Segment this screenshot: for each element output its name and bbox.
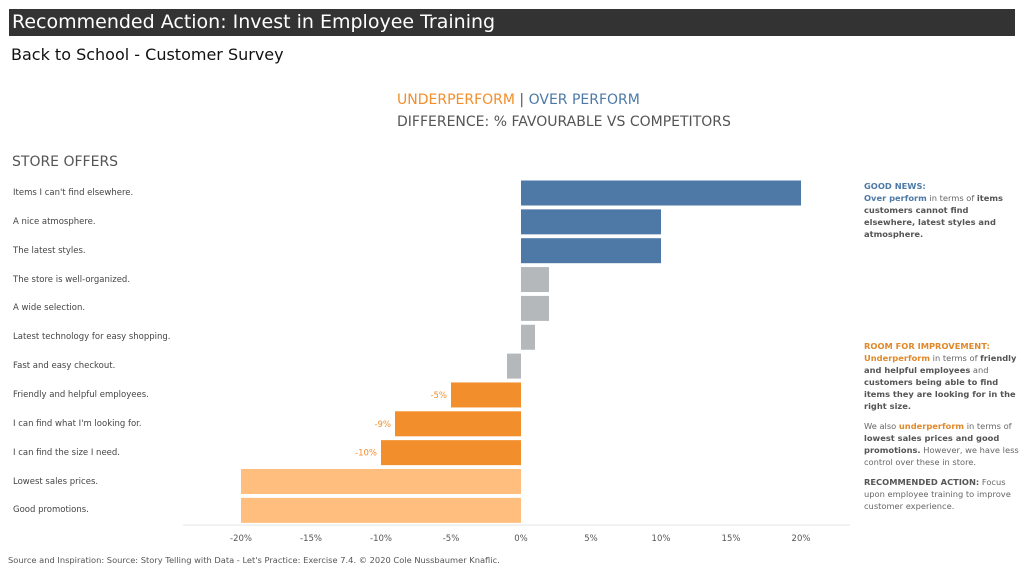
- note-improvement-bold2: customers being able to find items they …: [864, 377, 1016, 411]
- source-footer: Source and Inspiration: Source: Story Te…: [8, 555, 500, 565]
- note-also-text3: However, we have less control over these…: [864, 445, 1019, 467]
- x-tick-label-4: 0%: [514, 534, 528, 544]
- bar-6: [507, 353, 521, 379]
- note-also-highlight: underperform: [898, 421, 965, 431]
- category-label-9: I can find the size I need.: [13, 447, 121, 458]
- note-improvement-heading: ROOM FOR IMPROVEMENT:: [864, 341, 990, 351]
- bar-11: [241, 497, 521, 523]
- note-good-news: GOOD NEWS: Over perform in terms of item…: [864, 180, 1020, 240]
- note-improvement-bold1: friendly and helpful employees: [864, 353, 1017, 375]
- bar-5: [521, 324, 535, 350]
- bar-4: [521, 295, 549, 321]
- bar-3: [521, 267, 549, 293]
- bar-0: [521, 180, 801, 206]
- x-tick-label-7: 15%: [722, 534, 741, 544]
- x-tick-label-5: 5%: [584, 534, 598, 544]
- color-legend: UNDERPERFORM | OVER PERFORM: [397, 92, 640, 108]
- x-tick-label-8: 20%: [792, 534, 811, 544]
- note-improvement-text2: and: [970, 365, 989, 375]
- chart-description: DIFFERENCE: % FAVOURABLE VS COMPETITORS: [397, 114, 731, 130]
- legend-overperform: OVER PERFORM: [528, 92, 640, 108]
- x-tick-label-1: -15%: [300, 534, 322, 544]
- page-subtitle: Back to School - Customer Survey: [11, 45, 284, 64]
- x-tick-label-3: -5%: [443, 534, 460, 544]
- category-label-6: Fast and easy checkout.: [13, 361, 116, 372]
- note-good-news-heading: GOOD NEWS:: [864, 181, 926, 191]
- data-label-8: -9%: [374, 420, 391, 430]
- note-good-news-text: in terms of: [926, 193, 977, 203]
- category-label-11: Good promotions.: [13, 505, 89, 516]
- category-label-2: The latest styles.: [13, 245, 86, 256]
- category-label-3: The store is well-organized.: [13, 274, 131, 285]
- note-also-text2: in terms of: [964, 421, 1012, 431]
- category-label-5: Latest technology for easy shopping.: [13, 332, 171, 343]
- data-label-7: -5%: [430, 391, 447, 401]
- note-action-text: Focus upon employee training to improve …: [864, 477, 1011, 511]
- bar-10: [241, 469, 521, 494]
- note-also-bold: lowest sales prices and good promotions.: [864, 433, 1000, 455]
- bar-9: [381, 440, 521, 466]
- note-action-heading: RECOMMENDED ACTION:: [864, 477, 980, 487]
- category-label-0: Items I can't find elsewhere.: [13, 188, 134, 198]
- category-label-7: Friendly and helpful employees.: [13, 389, 149, 400]
- bar-7: [451, 382, 521, 408]
- x-tick-label-6: 10%: [652, 534, 671, 544]
- category-label-1: A nice atmosphere.: [13, 216, 96, 227]
- category-label-8: I can find what I'm looking for.: [13, 418, 142, 429]
- bar-8: [395, 411, 521, 437]
- category-label-4: A wide selection.: [13, 303, 86, 314]
- note-improvement-text1: in terms of: [930, 353, 981, 363]
- note-also-text1: We also: [864, 421, 899, 431]
- note-good-news-bold: items customers cannot find elsewhere, l…: [864, 193, 1003, 239]
- note-good-news-highlight: Over perform: [864, 193, 927, 203]
- x-tick-label-0: -20%: [230, 534, 252, 544]
- note-improvement: ROOM FOR IMPROVEMENT: Underperform in te…: [864, 340, 1020, 520]
- bar-2: [521, 238, 661, 264]
- note-improvement-highlight: Underperform: [864, 353, 931, 363]
- section-title: STORE OFFERS: [12, 154, 119, 170]
- legend-separator: |: [519, 92, 525, 108]
- legend-underperform: UNDERPERFORM: [397, 92, 515, 108]
- bar-1: [521, 209, 661, 235]
- category-label-10: Lowest sales prices.: [13, 476, 99, 487]
- data-label-9: -10%: [355, 449, 377, 459]
- x-tick-label-2: -10%: [370, 534, 392, 544]
- page-title: Recommended Action: Invest in Employee T…: [9, 9, 1015, 36]
